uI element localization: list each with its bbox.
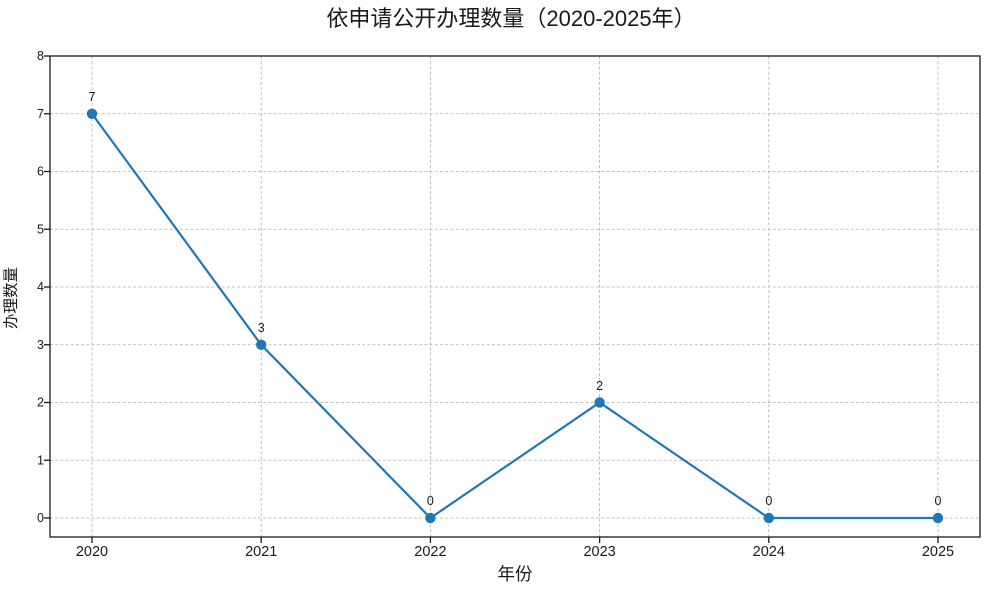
svg-text:2020: 2020 bbox=[76, 544, 108, 560]
svg-text:0: 0 bbox=[427, 494, 434, 508]
svg-text:2021: 2021 bbox=[245, 544, 277, 560]
svg-text:依申请公开办理数量（2020-2025年）: 依申请公开办理数量（2020-2025年） bbox=[326, 6, 695, 31]
svg-text:2024: 2024 bbox=[753, 544, 785, 560]
svg-text:年份: 年份 bbox=[498, 564, 533, 584]
svg-text:8: 8 bbox=[37, 49, 44, 63]
svg-text:2: 2 bbox=[37, 396, 44, 410]
svg-text:3: 3 bbox=[37, 338, 44, 352]
svg-text:2023: 2023 bbox=[583, 544, 615, 560]
svg-text:2: 2 bbox=[596, 379, 603, 393]
svg-text:0: 0 bbox=[935, 494, 942, 508]
svg-text:0: 0 bbox=[765, 494, 772, 508]
svg-text:2022: 2022 bbox=[414, 544, 446, 560]
svg-text:6: 6 bbox=[37, 165, 44, 179]
svg-text:7: 7 bbox=[37, 107, 44, 121]
svg-text:0: 0 bbox=[37, 511, 44, 525]
svg-text:3: 3 bbox=[258, 321, 265, 335]
svg-text:办理数量: 办理数量 bbox=[2, 267, 20, 329]
svg-text:5: 5 bbox=[37, 222, 44, 236]
svg-text:1: 1 bbox=[37, 453, 44, 467]
svg-text:4: 4 bbox=[37, 280, 44, 294]
svg-text:7: 7 bbox=[89, 90, 96, 104]
svg-text:2025: 2025 bbox=[922, 544, 954, 560]
